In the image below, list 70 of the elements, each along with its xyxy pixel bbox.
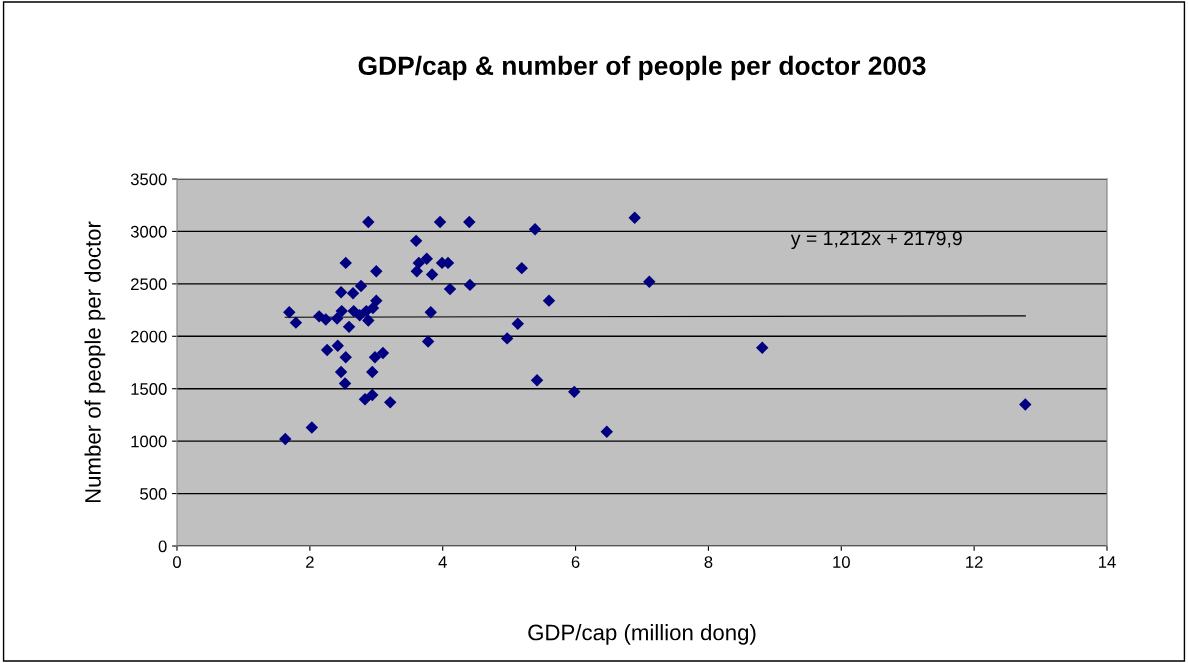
point bbox=[342, 320, 356, 334]
x-axis-title: GDP/cap (million dong) bbox=[528, 624, 756, 645]
point bbox=[628, 211, 641, 225]
point bbox=[421, 335, 435, 348]
point bbox=[568, 385, 581, 399]
point bbox=[756, 341, 769, 355]
point bbox=[334, 286, 348, 299]
y-tick-label: 3500 bbox=[130, 173, 167, 186]
x-tick-label: 8 bbox=[704, 556, 713, 568]
point bbox=[362, 215, 375, 229]
point bbox=[279, 432, 292, 446]
y-tick-label: 1000 bbox=[131, 435, 167, 448]
point bbox=[368, 351, 382, 364]
point bbox=[366, 388, 379, 402]
x-tick-label: 2 bbox=[306, 556, 314, 568]
point bbox=[370, 265, 383, 278]
x-tick-label: 4 bbox=[438, 556, 447, 568]
point bbox=[338, 377, 352, 390]
point bbox=[283, 305, 296, 319]
y-tick-label: 2000 bbox=[131, 330, 167, 343]
y-tick-label: 500 bbox=[140, 487, 167, 500]
point bbox=[384, 396, 397, 409]
chart-title: GDP/cap & number of people per doctor 2003 bbox=[358, 55, 926, 81]
point bbox=[433, 215, 447, 229]
point bbox=[542, 294, 556, 307]
point bbox=[339, 351, 352, 364]
y-tick-label: 3000 bbox=[130, 225, 167, 238]
point bbox=[420, 252, 433, 265]
point bbox=[515, 261, 528, 275]
point bbox=[409, 234, 423, 248]
point bbox=[500, 332, 514, 345]
point bbox=[335, 304, 348, 318]
x-tick-label: 14 bbox=[1099, 556, 1116, 568]
point bbox=[643, 275, 656, 288]
point bbox=[339, 256, 352, 270]
x-tick-label: 0 bbox=[173, 556, 181, 568]
point bbox=[412, 256, 426, 270]
point bbox=[600, 425, 613, 438]
point bbox=[330, 312, 344, 325]
point bbox=[1019, 398, 1032, 411]
point bbox=[305, 421, 319, 434]
y-tick-label: 1500 bbox=[131, 383, 167, 395]
x-tick-label: 10 bbox=[833, 556, 850, 568]
y-tick-label: 2500 bbox=[131, 278, 167, 291]
point bbox=[410, 265, 424, 278]
point bbox=[530, 374, 544, 387]
point bbox=[463, 215, 476, 229]
point bbox=[443, 282, 457, 296]
point bbox=[354, 279, 368, 293]
point bbox=[358, 392, 372, 406]
point bbox=[331, 339, 344, 352]
point bbox=[289, 316, 303, 329]
point bbox=[334, 365, 348, 379]
point bbox=[511, 317, 524, 330]
point bbox=[360, 304, 373, 318]
point bbox=[424, 305, 437, 319]
y-axis-title: Number of people per doctor bbox=[84, 221, 106, 503]
point bbox=[346, 287, 360, 300]
annotation: y = 1,212x + 2179,9 bbox=[790, 231, 962, 250]
point bbox=[463, 278, 477, 292]
point bbox=[362, 314, 375, 327]
point bbox=[366, 365, 379, 379]
y-tick-label: 0 bbox=[158, 540, 167, 553]
x-tick-label: 12 bbox=[966, 556, 983, 568]
x-tick-label: 6 bbox=[571, 556, 580, 568]
point bbox=[425, 268, 439, 281]
point bbox=[528, 223, 542, 236]
point bbox=[319, 313, 333, 326]
point bbox=[376, 346, 390, 360]
point bbox=[320, 343, 334, 357]
